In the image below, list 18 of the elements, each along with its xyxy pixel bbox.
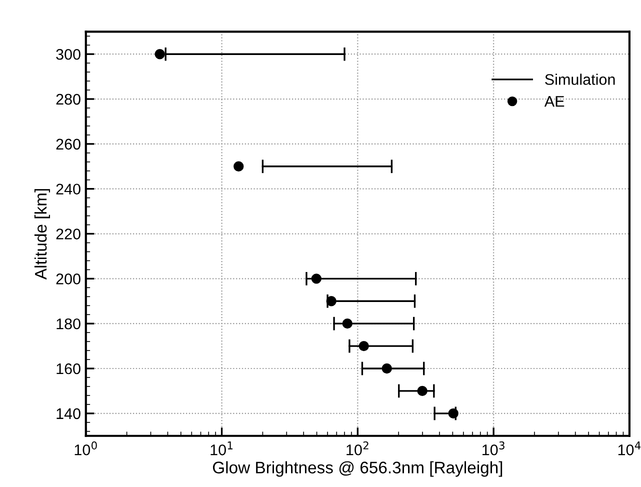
x-tick-label: 10$^{0}$ bbox=[74, 441, 97, 456]
x-tick-label: 10$^{4}$ bbox=[618, 442, 641, 456]
y-tick-label: 200 bbox=[56, 274, 80, 284]
legend-label: Simulation bbox=[545, 74, 615, 85]
x-axis-title: Glow Brightness @ 656.3nm [Rayleigh] bbox=[212, 461, 502, 477]
y-tick-label: 160 bbox=[56, 363, 80, 374]
y-tick-label: 240 bbox=[56, 184, 80, 195]
legend-label: AE bbox=[544, 96, 564, 107]
x-tick-label: 10$^{3}$ bbox=[482, 441, 504, 456]
y-tick-label: 280 bbox=[56, 94, 80, 105]
y-axis-title: Altitude [km] bbox=[34, 189, 50, 280]
x-tick-label: 10$^{2}$ bbox=[346, 441, 368, 456]
y-tick-label: 220 bbox=[56, 228, 80, 240]
y-tick-label: 300 bbox=[56, 48, 80, 60]
y-tick-label: 140 bbox=[56, 408, 80, 420]
y-tick-label: 260 bbox=[56, 138, 80, 150]
y-tick-label: 180 bbox=[56, 318, 80, 330]
x-tick-label: 10$^{1}$ bbox=[210, 442, 233, 456]
